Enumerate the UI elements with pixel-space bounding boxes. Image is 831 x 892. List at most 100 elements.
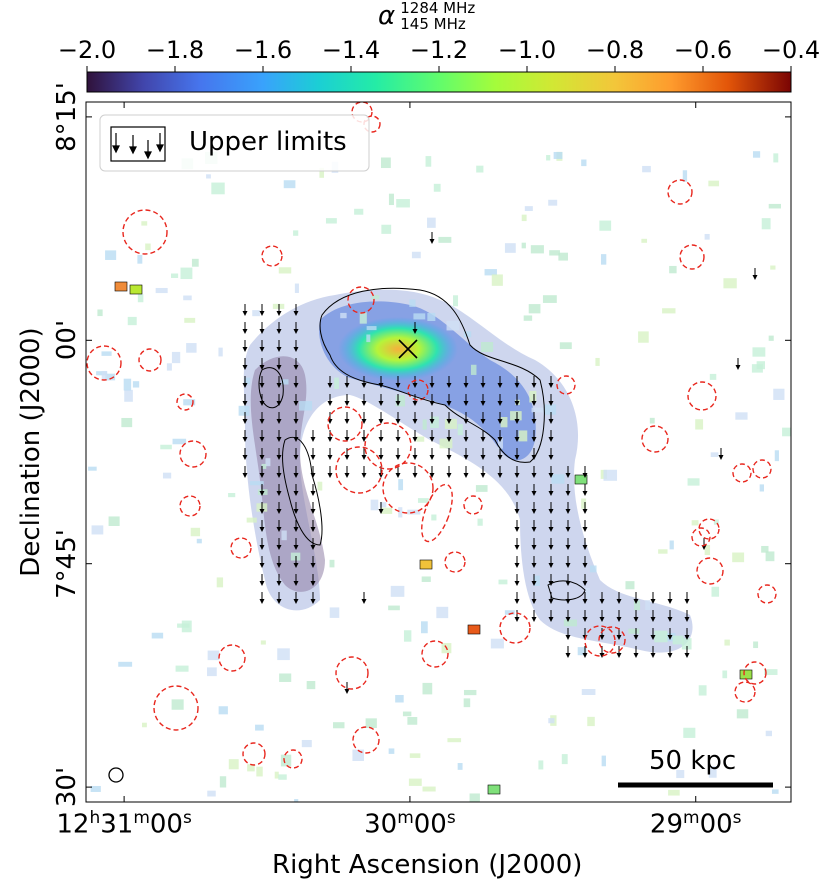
upper-limit-arrow bbox=[463, 394, 469, 406]
colorbar-label-sup: 1284 MHz bbox=[400, 0, 476, 17]
noise-patch bbox=[510, 411, 522, 421]
upper-limit-arrow bbox=[242, 448, 248, 460]
noise-patch bbox=[183, 399, 196, 406]
noise-patch bbox=[366, 334, 371, 343]
noise-patch bbox=[379, 502, 387, 508]
upper-limit-arrow bbox=[293, 574, 299, 586]
upper-limit-arrow bbox=[242, 466, 248, 478]
noise-patch bbox=[171, 351, 181, 364]
upper-limit-arrow bbox=[667, 628, 673, 640]
upper-limit-arrow bbox=[327, 448, 333, 460]
upper-limit-arrow bbox=[293, 448, 299, 460]
upper-limit-arrow bbox=[259, 430, 265, 442]
upper-limit-arrow bbox=[497, 412, 503, 424]
noise-patch bbox=[380, 157, 391, 169]
upper-limit-arrow bbox=[565, 484, 571, 496]
upper-limit-arrow bbox=[514, 556, 520, 568]
noise-patch bbox=[403, 630, 412, 642]
upper-limit-arrow bbox=[531, 574, 537, 586]
upper-limit-arrow bbox=[412, 448, 418, 460]
upper-limit-arrow bbox=[463, 448, 469, 460]
diffuse-arc-emission bbox=[243, 289, 693, 653]
masked-source-circle bbox=[679, 244, 705, 270]
upper-limit-arrow bbox=[531, 466, 537, 478]
colorbar bbox=[86, 71, 792, 93]
upper-limit-arrow bbox=[259, 520, 265, 532]
colorbar-tick-label: −1.4 bbox=[321, 36, 381, 64]
noise-patch bbox=[411, 251, 421, 259]
noise-patch bbox=[481, 342, 494, 353]
upper-limit-arrow bbox=[582, 556, 588, 568]
noise-patch bbox=[698, 685, 707, 696]
noise-patch bbox=[436, 606, 449, 619]
upper-limit-arrow bbox=[259, 448, 265, 460]
masked-source-circle bbox=[752, 459, 772, 479]
upper-limit-arrow bbox=[565, 610, 571, 622]
noise-patch bbox=[736, 709, 749, 719]
noise-patch bbox=[577, 647, 587, 656]
upper-limit-arrow bbox=[395, 394, 401, 406]
noise-patch bbox=[654, 630, 668, 643]
upper-limit-arrow bbox=[344, 412, 350, 424]
upper-limit-arrow bbox=[480, 466, 486, 478]
noise-patch bbox=[190, 527, 201, 537]
upper-limit-arrow bbox=[412, 322, 418, 334]
noise-patch bbox=[642, 165, 651, 173]
noise-patch bbox=[764, 669, 778, 675]
noise-patch bbox=[317, 481, 323, 491]
upper-limit-arrow bbox=[582, 574, 588, 586]
upper-limit-arrow bbox=[344, 394, 350, 406]
noise-patch bbox=[409, 299, 416, 307]
upper-limit-arrow bbox=[752, 268, 758, 280]
noise-patch bbox=[228, 759, 239, 770]
noise-patch bbox=[641, 238, 648, 243]
noise-patch bbox=[529, 390, 537, 403]
upper-limit-arrow bbox=[531, 502, 537, 514]
noise-patch bbox=[628, 628, 640, 634]
upper-limit-arrow bbox=[259, 340, 265, 352]
upper-limit-arrow bbox=[599, 610, 605, 622]
noise-patch bbox=[218, 706, 228, 715]
noise-patch bbox=[528, 304, 541, 314]
noise-patch bbox=[724, 639, 730, 646]
noise-patch bbox=[381, 224, 392, 234]
plot-frame bbox=[85, 101, 792, 803]
upper-limit-arrow bbox=[565, 520, 571, 532]
core-emission bbox=[338, 317, 458, 381]
masked-source-circle bbox=[444, 551, 466, 573]
upper-limit-arrow bbox=[514, 574, 520, 586]
noise-patch bbox=[752, 347, 766, 357]
noise-patch bbox=[352, 749, 364, 761]
masked-source-circle bbox=[743, 661, 767, 685]
noise-patch bbox=[704, 233, 710, 240]
noise-patch bbox=[123, 378, 132, 391]
noise-patch bbox=[638, 331, 649, 343]
noise-patch bbox=[433, 183, 441, 192]
noise-patch bbox=[587, 716, 595, 727]
upper-limit-arrow bbox=[497, 466, 503, 478]
noise-patch bbox=[753, 641, 759, 649]
noise-patch bbox=[395, 694, 404, 703]
noise-patch bbox=[453, 295, 459, 307]
upper-limit-arrow bbox=[480, 448, 486, 460]
upper-limit-arrow bbox=[361, 448, 367, 460]
noise-patch bbox=[299, 401, 313, 411]
masked-source-circle bbox=[556, 375, 576, 395]
upper-limit-arrow bbox=[395, 448, 401, 460]
legend-swatch bbox=[110, 126, 166, 162]
noise-patch bbox=[765, 551, 775, 562]
upper-limit-arrow bbox=[531, 412, 537, 424]
upper-limit-arrow bbox=[344, 430, 350, 442]
upper-limit-arrow bbox=[514, 520, 520, 532]
upper-limit-arrow bbox=[259, 304, 265, 316]
upper-limit-arrow bbox=[616, 592, 622, 604]
noise-patch bbox=[691, 520, 699, 526]
noise-patch bbox=[181, 620, 192, 633]
masked-source-circle bbox=[732, 463, 752, 483]
noise-patch bbox=[166, 363, 172, 371]
noise-patches bbox=[88, 151, 791, 802]
noise-patch bbox=[649, 417, 655, 424]
noise-patch bbox=[96, 371, 108, 376]
noise-patch bbox=[402, 711, 412, 717]
masked-source-circle bbox=[179, 495, 201, 517]
